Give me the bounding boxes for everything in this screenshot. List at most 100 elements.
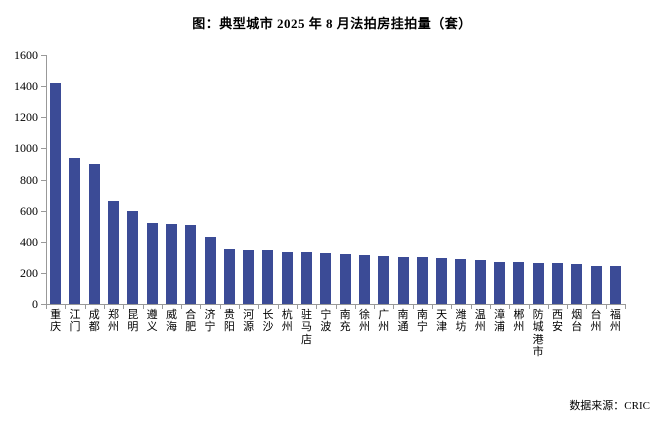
data-source-note: 数据来源：CRIC [569, 400, 650, 412]
x-category-label: 河源 [243, 309, 255, 334]
x-category-label: 昆明 [127, 309, 139, 334]
x-tick [393, 305, 395, 309]
bar [301, 252, 313, 304]
x-tick [509, 305, 511, 309]
bar [571, 264, 583, 304]
x-tick [625, 305, 626, 309]
x-axis [46, 304, 626, 305]
x-category-label: 合肥 [185, 309, 197, 334]
bar [88, 163, 100, 304]
x-category-label: 潍坊 [455, 309, 467, 334]
chart-title: 图：典型城市 2025 年 8 月法拍房挂拍量（套） [192, 16, 472, 31]
x-category-label: 南充 [339, 309, 351, 334]
x-category-label: 漳浦 [494, 309, 506, 334]
x-tick [181, 305, 183, 309]
y-tick [41, 55, 46, 56]
x-tick [489, 305, 491, 309]
x-tick [316, 305, 318, 309]
bar [551, 263, 563, 304]
x-category-label: 徐州 [358, 309, 370, 334]
x-category-label: 驻马店 [301, 309, 313, 346]
bar [397, 256, 409, 304]
x-category-label: 贵阳 [223, 309, 235, 334]
bar [165, 223, 177, 304]
x-category-label: 天津 [436, 309, 448, 334]
x-tick [586, 305, 588, 309]
x-tick [335, 305, 337, 309]
y-tick-label: 1000 [14, 141, 38, 156]
x-tick [605, 305, 607, 309]
bar [358, 254, 370, 304]
x-tick [296, 305, 298, 309]
bar [339, 253, 351, 304]
x-tick [432, 305, 433, 309]
y-tick [41, 304, 46, 305]
bar [185, 225, 197, 304]
y-tick [41, 148, 46, 150]
bar [532, 262, 544, 304]
x-category-label: 南宁 [416, 309, 428, 334]
bar [590, 265, 602, 304]
x-tick [412, 305, 414, 309]
x-tick [142, 305, 144, 309]
x-tick [65, 305, 67, 309]
bar [108, 200, 120, 304]
x-tick [200, 305, 202, 309]
bar [50, 83, 62, 304]
x-category-label: 郑州 [108, 309, 120, 334]
bar [262, 250, 274, 304]
bar [416, 257, 428, 304]
x-tick [354, 305, 356, 309]
bar [474, 259, 486, 304]
x-category-label: 宁波 [320, 309, 332, 334]
x-tick [258, 305, 260, 309]
y-tick-label: 1600 [14, 48, 38, 62]
x-category-label: 成都 [88, 309, 100, 334]
bar [436, 257, 448, 304]
y-tick [41, 241, 46, 243]
bar [609, 266, 621, 304]
x-category-label: 温州 [474, 309, 486, 334]
bar [69, 157, 81, 304]
x-category-label: 西安 [551, 309, 563, 334]
y-tick-label: 400 [20, 234, 38, 249]
bar [378, 255, 390, 304]
x-tick [239, 305, 240, 309]
x-tick [528, 305, 530, 309]
y-tick-label: 200 [20, 265, 38, 280]
x-category-label: 郴州 [513, 309, 525, 334]
x-tick [84, 305, 86, 309]
bar [146, 223, 158, 304]
x-category-label: 杭州 [281, 309, 293, 334]
x-tick [123, 305, 125, 309]
y-tick [41, 86, 46, 88]
x-category-label: 威海 [165, 309, 177, 334]
y-tick [41, 272, 46, 274]
x-tick [277, 305, 279, 309]
y-tick-label: 800 [20, 172, 38, 187]
x-tick [219, 305, 221, 309]
y-tick [41, 117, 46, 119]
x-tick [103, 305, 105, 309]
x-tick [451, 305, 453, 309]
x-category-label: 南通 [397, 309, 409, 334]
x-tick [161, 305, 163, 309]
x-tick [470, 305, 472, 309]
x-category-label: 济宁 [204, 309, 216, 334]
y-tick [41, 210, 46, 212]
x-category-label: 江门 [69, 309, 81, 334]
y-tick-label: 600 [20, 203, 38, 218]
x-category-label: 长沙 [262, 309, 274, 334]
bar [243, 249, 255, 304]
bar [223, 248, 235, 304]
x-category-label: 台州 [590, 309, 602, 334]
x-tick [46, 305, 47, 309]
y-axis [46, 55, 47, 304]
x-category-label: 福州 [609, 309, 621, 334]
bar [204, 237, 216, 304]
x-category-label: 防城港市 [532, 309, 544, 358]
x-category-label: 烟台 [571, 309, 583, 334]
x-tick [567, 305, 569, 309]
x-tick [547, 305, 549, 309]
